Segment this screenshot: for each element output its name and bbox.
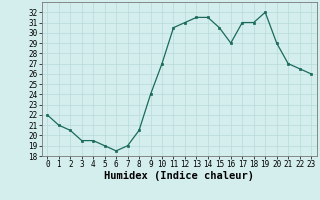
X-axis label: Humidex (Indice chaleur): Humidex (Indice chaleur) (104, 171, 254, 181)
